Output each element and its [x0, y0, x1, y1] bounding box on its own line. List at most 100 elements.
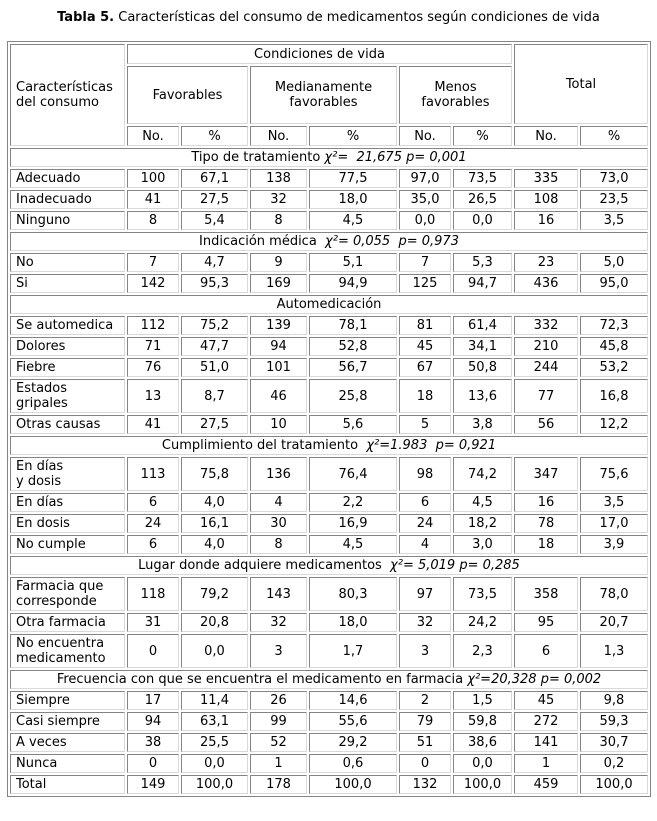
section-title-text: Lugar donde adquiere medicamentos — [138, 558, 382, 573]
cell-value: 2 — [399, 691, 451, 710]
cell-value: 9,8 — [580, 691, 648, 710]
section-header-row: Automedicación — [10, 295, 648, 314]
cell-value: 25,8 — [309, 379, 397, 413]
header-pct-total: % — [580, 126, 648, 146]
cell-value: 100,0 — [309, 775, 397, 794]
cell-value: 27,5 — [181, 190, 248, 209]
cell-value: 332 — [514, 316, 578, 335]
cell-value: 1,5 — [453, 691, 512, 710]
header-no-total: No. — [514, 126, 578, 146]
cell-value: 6 — [127, 535, 179, 554]
row-label: Casi siempre — [10, 712, 125, 731]
cell-value: 4,5 — [309, 535, 397, 554]
cell-value: 7 — [127, 253, 179, 272]
cell-value: 73,5 — [453, 577, 512, 611]
row-label: Otra farmacia — [10, 613, 125, 632]
header-total: Total — [514, 44, 648, 124]
table-caption-text: Características del consumo de medicamen… — [114, 10, 600, 25]
cell-value: 125 — [399, 274, 451, 293]
cell-value: 46 — [250, 379, 307, 413]
cell-value: 8 — [250, 535, 307, 554]
cell-value: 24 — [127, 514, 179, 533]
cell-value: 45 — [514, 691, 578, 710]
cell-value: 30,7 — [580, 733, 648, 752]
cell-value: 53,2 — [580, 358, 648, 377]
table-row: Ninguno 8 5,4 8 4,5 0,0 0,0 16 3,5 — [10, 211, 648, 230]
cell-value: 3,8 — [453, 415, 512, 434]
cell-value: 3 — [399, 634, 451, 668]
table-row: Total 149 100,0 178 100,0 132 100,0 459 100,0 — [10, 775, 648, 794]
row-label: Inadecuado — [10, 190, 125, 209]
cell-value: 142 — [127, 274, 179, 293]
header-row-2: Favorables Medianamente favorables Menos… — [10, 66, 648, 124]
cell-value: 59,8 — [453, 712, 512, 731]
cell-value: 67,1 — [181, 169, 248, 188]
cell-value: 244 — [514, 358, 578, 377]
cell-value: 13 — [127, 379, 179, 413]
cell-value: 59,3 — [580, 712, 648, 731]
section-chi-square-stats: χ²= 0,055 p= 0,973 — [316, 234, 459, 249]
cell-value: 74,2 — [453, 457, 512, 491]
cell-value: 8,7 — [181, 379, 248, 413]
cell-value: 76,4 — [309, 457, 397, 491]
header-group-menos-favorables: Menos favorables — [399, 66, 512, 124]
row-label: En dosis — [10, 514, 125, 533]
cell-value: 95,3 — [181, 274, 248, 293]
header-pct-menos: % — [453, 126, 512, 146]
cell-value: 436 — [514, 274, 578, 293]
cell-value: 8 — [250, 211, 307, 230]
cell-value: 1,7 — [309, 634, 397, 668]
cell-value: 5,1 — [309, 253, 397, 272]
cell-value: 100 — [127, 169, 179, 188]
cell-value: 459 — [514, 775, 578, 794]
cell-value: 52,8 — [309, 337, 397, 356]
cell-value: 210 — [514, 337, 578, 356]
cell-value: 2,3 — [453, 634, 512, 668]
cell-value: 75,6 — [580, 457, 648, 491]
table-row: Farmacia que corresponde 118 79,2 143 80,3 97… — [10, 577, 648, 611]
section-title: Cumplimiento del tratamiento χ²=1.983 p=… — [10, 436, 648, 455]
cell-value: 20,7 — [580, 613, 648, 632]
cell-value: 5,6 — [309, 415, 397, 434]
cell-value: 138 — [250, 169, 307, 188]
cell-value: 4,5 — [309, 211, 397, 230]
cell-value: 108 — [514, 190, 578, 209]
cell-value: 0,0 — [181, 754, 248, 773]
cell-value: 75,8 — [181, 457, 248, 491]
cell-value: 11,4 — [181, 691, 248, 710]
cell-value: 14,6 — [309, 691, 397, 710]
cell-value: 94 — [250, 337, 307, 356]
row-label: Nunca — [10, 754, 125, 773]
table-row: Adecuado 100 67,1 138 77,5 97,0 73,5 335 73,0 — [10, 169, 648, 188]
cell-value: 30 — [250, 514, 307, 533]
cell-value: 4,5 — [453, 493, 512, 512]
cell-value: 41 — [127, 415, 179, 434]
row-label: Fiebre — [10, 358, 125, 377]
cell-value: 347 — [514, 457, 578, 491]
row-label: Otras causas — [10, 415, 125, 434]
section-header-row: Frecuencia con que se encuentra el medic… — [10, 670, 648, 689]
table-header: Características del consumo Condiciones … — [10, 44, 648, 146]
cell-value: 95,0 — [580, 274, 648, 293]
header-condiciones-de-vida: Condiciones de vida — [127, 44, 512, 64]
table-row: No encuentra medicamento 0 0,0 3 1,7 3 2,3 6 1,3 — [10, 634, 648, 668]
cell-value: 73,5 — [453, 169, 512, 188]
cell-value: 3,5 — [580, 211, 648, 230]
row-label: Estados gripales — [10, 379, 125, 413]
cell-value: 24 — [399, 514, 451, 533]
cell-value: 0,0 — [453, 211, 512, 230]
cell-value: 18,0 — [309, 613, 397, 632]
section-header-row: Indicación médica χ²= 0,055 p= 0,973 — [10, 232, 648, 251]
table-row: Otras causas 41 27,5 10 5,6 5 3,8 56 12,2 — [10, 415, 648, 434]
cell-value: 2,2 — [309, 493, 397, 512]
cell-value: 5,4 — [181, 211, 248, 230]
row-label: Si — [10, 274, 125, 293]
cell-value: 29,2 — [309, 733, 397, 752]
cell-value: 10 — [250, 415, 307, 434]
table-row: En dosis 24 16,1 30 16,9 24 18,2 78 17,0 — [10, 514, 648, 533]
cell-value: 4,7 — [181, 253, 248, 272]
table-row: Siempre 17 11,4 26 14,6 2 1,5 45 9,8 — [10, 691, 648, 710]
cell-value: 16,8 — [580, 379, 648, 413]
cell-value: 97 — [399, 577, 451, 611]
cell-value: 5,3 — [453, 253, 512, 272]
